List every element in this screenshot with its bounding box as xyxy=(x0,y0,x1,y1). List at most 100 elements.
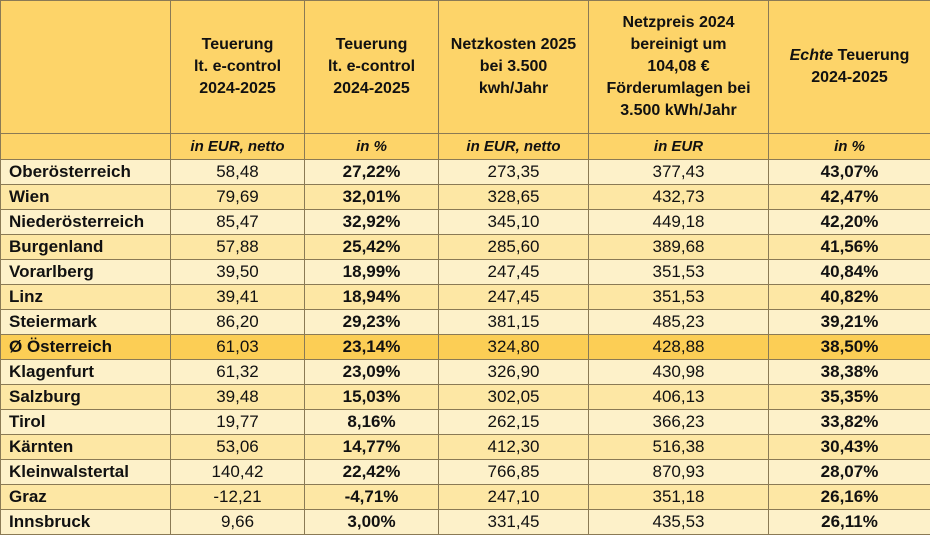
cell-teuerung-eur: 79,69 xyxy=(170,184,305,210)
cell-teuerung-eur: 39,50 xyxy=(170,259,305,285)
cell-teuerung-percent: 29,23% xyxy=(304,309,439,335)
header-netzkosten-2025: Netzkosten 2025 bei 3.500 kwh/Jahr xyxy=(438,0,589,134)
cell-teuerung-eur: 58,48 xyxy=(170,159,305,185)
cell-teuerung-percent: 22,42% xyxy=(304,459,439,485)
cell-netzpreis-2024: 389,68 xyxy=(588,234,769,260)
cell-teuerung-percent: -4,71% xyxy=(304,484,439,510)
cell-netzkosten-2025: 247,45 xyxy=(438,284,589,310)
cell-echte-teuerung: 43,07% xyxy=(768,159,930,185)
table-row: Steiermark 86,20 29,23% 381,15 485,23 39,21% xyxy=(0,309,930,335)
cell-netzpreis-2024: 366,23 xyxy=(588,409,769,435)
cell-netzpreis-2024: 435,53 xyxy=(588,509,769,535)
cell-region-name: Niederösterreich xyxy=(0,209,171,235)
cell-netzpreis-2024: 516,38 xyxy=(588,434,769,460)
cell-teuerung-percent: 23,14% xyxy=(304,334,439,360)
table-row: Vorarlberg 39,50 18,99% 247,45 351,53 40,84% xyxy=(0,259,930,285)
cell-echte-teuerung: 38,50% xyxy=(768,334,930,360)
cell-echte-teuerung: 38,38% xyxy=(768,359,930,385)
cell-netzpreis-2024: 870,93 xyxy=(588,459,769,485)
header-echte-italic: Echte xyxy=(789,47,834,64)
cell-netzkosten-2025: 247,45 xyxy=(438,259,589,285)
table-row: Innsbruck 9,66 3,00% 331,45 435,53 26,11% xyxy=(0,509,930,535)
unit-cell: in EUR, netto xyxy=(170,133,305,160)
cell-teuerung-percent: 23,09% xyxy=(304,359,439,385)
table-row: Klagenfurt 61,32 23,09% 326,90 430,98 38,38% xyxy=(0,359,930,385)
cell-echte-teuerung: 40,84% xyxy=(768,259,930,285)
cell-netzpreis-2024: 432,73 xyxy=(588,184,769,210)
cell-netzpreis-2024: 351,53 xyxy=(588,284,769,310)
cell-teuerung-percent: 8,16% xyxy=(304,409,439,435)
cell-netzpreis-2024: 428,88 xyxy=(588,334,769,360)
table-row: Burgenland 57,88 25,42% 285,60 389,68 41,56% xyxy=(0,234,930,260)
cell-region-name: Vorarlberg xyxy=(0,259,171,285)
cell-teuerung-eur: 19,77 xyxy=(170,409,305,435)
cell-teuerung-eur: 140,42 xyxy=(170,459,305,485)
table-row: Oberösterreich 58,48 27,22% 273,35 377,43 43,… xyxy=(0,159,930,185)
cell-netzkosten-2025: 285,60 xyxy=(438,234,589,260)
cell-echte-teuerung: 39,21% xyxy=(768,309,930,335)
cell-echte-teuerung: 26,16% xyxy=(768,484,930,510)
cell-echte-teuerung: 42,20% xyxy=(768,209,930,235)
cell-teuerung-eur: 39,48 xyxy=(170,384,305,410)
cell-teuerung-percent: 18,99% xyxy=(304,259,439,285)
cell-echte-teuerung: 30,43% xyxy=(768,434,930,460)
cell-netzpreis-2024: 351,53 xyxy=(588,259,769,285)
cell-region-name: Innsbruck xyxy=(0,509,171,535)
cell-teuerung-eur: 9,66 xyxy=(170,509,305,535)
header-netzpreis-2024: Netzpreis 2024 bereinigt um 104,08 € För… xyxy=(588,0,769,134)
table-row: Kärnten 53,06 14,77% 412,30 516,38 30,43% xyxy=(0,434,930,460)
cell-netzkosten-2025: 326,90 xyxy=(438,359,589,385)
cell-teuerung-percent: 27,22% xyxy=(304,159,439,185)
cell-region-name: Klagenfurt xyxy=(0,359,171,385)
cell-teuerung-percent: 32,01% xyxy=(304,184,439,210)
header-row: Teuerung lt. e-control 2024-2025 Teuerun… xyxy=(0,0,930,134)
unit-cell: in % xyxy=(768,133,930,160)
cell-region-name: Kärnten xyxy=(0,434,171,460)
cell-netzkosten-2025: 273,35 xyxy=(438,159,589,185)
table-row-average: Ø Österreich 61,03 23,14% 324,80 428,88 38,50… xyxy=(0,334,930,360)
cell-netzpreis-2024: 485,23 xyxy=(588,309,769,335)
unit-cell xyxy=(0,133,171,160)
cell-netzkosten-2025: 345,10 xyxy=(438,209,589,235)
table-body: Oberösterreich 58,48 27,22% 273,35 377,43 43,… xyxy=(0,159,930,535)
cell-echte-teuerung: 40,82% xyxy=(768,284,930,310)
cell-netzpreis-2024: 351,18 xyxy=(588,484,769,510)
header-teuerung-eur: Teuerung lt. e-control 2024-2025 xyxy=(170,0,305,134)
cell-netzkosten-2025: 331,45 xyxy=(438,509,589,535)
cell-teuerung-eur: 61,03 xyxy=(170,334,305,360)
cell-teuerung-eur: 61,32 xyxy=(170,359,305,385)
cell-netzkosten-2025: 324,80 xyxy=(438,334,589,360)
table-row: Niederösterreich 85,47 32,92% 345,10 449,18 4… xyxy=(0,209,930,235)
cell-region-name: Tirol xyxy=(0,409,171,435)
cell-netzpreis-2024: 377,43 xyxy=(588,159,769,185)
cell-region-name: Salzburg xyxy=(0,384,171,410)
table-row: Wien 79,69 32,01% 328,65 432,73 42,47% xyxy=(0,184,930,210)
cell-teuerung-percent: 25,42% xyxy=(304,234,439,260)
cell-netzkosten-2025: 412,30 xyxy=(438,434,589,460)
table-row: Graz -12,21 -4,71% 247,10 351,18 26,16% xyxy=(0,484,930,510)
cell-teuerung-eur: 85,47 xyxy=(170,209,305,235)
cell-teuerung-percent: 18,94% xyxy=(304,284,439,310)
cell-netzpreis-2024: 406,13 xyxy=(588,384,769,410)
cell-netzkosten-2025: 766,85 xyxy=(438,459,589,485)
cell-region-name: Graz xyxy=(0,484,171,510)
cell-netzkosten-2025: 381,15 xyxy=(438,309,589,335)
header-echte-teuerung: Echte Teuerung 2024-2025 xyxy=(768,0,930,134)
cell-netzkosten-2025: 262,15 xyxy=(438,409,589,435)
cell-netzkosten-2025: 302,05 xyxy=(438,384,589,410)
cell-teuerung-percent: 15,03% xyxy=(304,384,439,410)
cell-teuerung-percent: 32,92% xyxy=(304,209,439,235)
cell-teuerung-eur: 53,06 xyxy=(170,434,305,460)
cell-echte-teuerung: 26,11% xyxy=(768,509,930,535)
unit-cell: in % xyxy=(304,133,439,160)
unit-row: in EUR, netto in % in EUR, netto in EUR … xyxy=(0,133,930,160)
cell-teuerung-percent: 3,00% xyxy=(304,509,439,535)
table-row: Tirol 19,77 8,16% 262,15 366,23 33,82% xyxy=(0,409,930,435)
cell-echte-teuerung: 33,82% xyxy=(768,409,930,435)
cell-teuerung-eur: 57,88 xyxy=(170,234,305,260)
cell-region-name: Wien xyxy=(0,184,171,210)
cell-region-name: Ø Österreich xyxy=(0,334,171,360)
cell-netzkosten-2025: 328,65 xyxy=(438,184,589,210)
cell-region-name: Burgenland xyxy=(0,234,171,260)
